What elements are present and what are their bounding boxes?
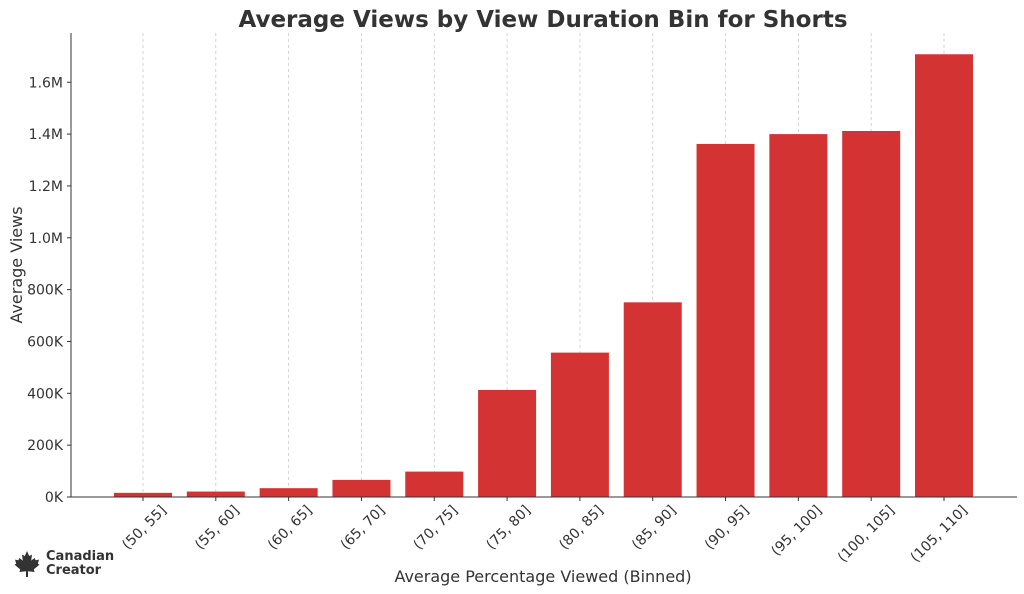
bar bbox=[769, 134, 828, 497]
y-tick-label: 1.2M bbox=[29, 179, 63, 195]
y-tick-label: 400K bbox=[27, 386, 64, 402]
bars bbox=[114, 54, 973, 498]
bar bbox=[332, 479, 391, 497]
x-tick-label: (100, 105] bbox=[835, 503, 898, 566]
x-axis-label: Average Percentage Viewed (Binned) bbox=[394, 567, 691, 586]
bar bbox=[259, 488, 318, 497]
x-ticks: (50, 55] (55, 60] (60, 65] (65, 70] (70, 75]… bbox=[119, 497, 971, 566]
brand-line-1: Canadian bbox=[46, 549, 115, 564]
brand-line-2: Creator bbox=[46, 563, 102, 578]
canadian-creator-logo: Canadian Creator bbox=[14, 548, 114, 580]
bar bbox=[405, 471, 464, 497]
x-tick-label: (85, 90] bbox=[629, 503, 680, 554]
x-tick-label: (90, 95] bbox=[702, 503, 753, 554]
maple-leaf-icon bbox=[14, 551, 40, 577]
y-axis-label: Average Views bbox=[7, 206, 26, 323]
y-tick-label: 1.0M bbox=[29, 231, 63, 247]
bar bbox=[550, 352, 609, 497]
bar bbox=[696, 143, 755, 497]
bar bbox=[478, 389, 537, 497]
chart-title: Average Views by View Duration Bin for S… bbox=[238, 7, 847, 33]
axes bbox=[70, 33, 1017, 498]
bar bbox=[623, 302, 682, 497]
y-tick-label: 0K bbox=[45, 490, 64, 506]
y-tick-label: 1.4M bbox=[29, 127, 63, 143]
x-tick-label: (65, 70] bbox=[338, 503, 389, 554]
x-tick-label: (75, 80] bbox=[483, 503, 534, 554]
y-tick-label: 200K bbox=[27, 438, 64, 454]
bar bbox=[915, 54, 973, 498]
y-tick-label: 600K bbox=[27, 334, 64, 350]
x-tick-label: (50, 55] bbox=[119, 503, 170, 554]
y-ticks: 0K 200K 400K 600K 800K 1.0M 1.2M 1.4M 1.6M bbox=[27, 75, 71, 506]
y-tick-label: 800K bbox=[27, 283, 64, 299]
x-tick-label: (95, 100] bbox=[768, 503, 825, 560]
y-tick-label: 1.6M bbox=[29, 75, 63, 91]
bar bbox=[114, 492, 172, 497]
x-tick-label: (60, 65] bbox=[265, 503, 316, 554]
x-tick-label: (105, 110] bbox=[908, 503, 971, 566]
x-tick-label: (55, 60] bbox=[192, 503, 243, 554]
bar bbox=[842, 130, 901, 497]
x-tick-label: (70, 75] bbox=[411, 503, 462, 554]
x-tick-label: (80, 85] bbox=[556, 503, 607, 554]
bar bbox=[186, 491, 245, 497]
